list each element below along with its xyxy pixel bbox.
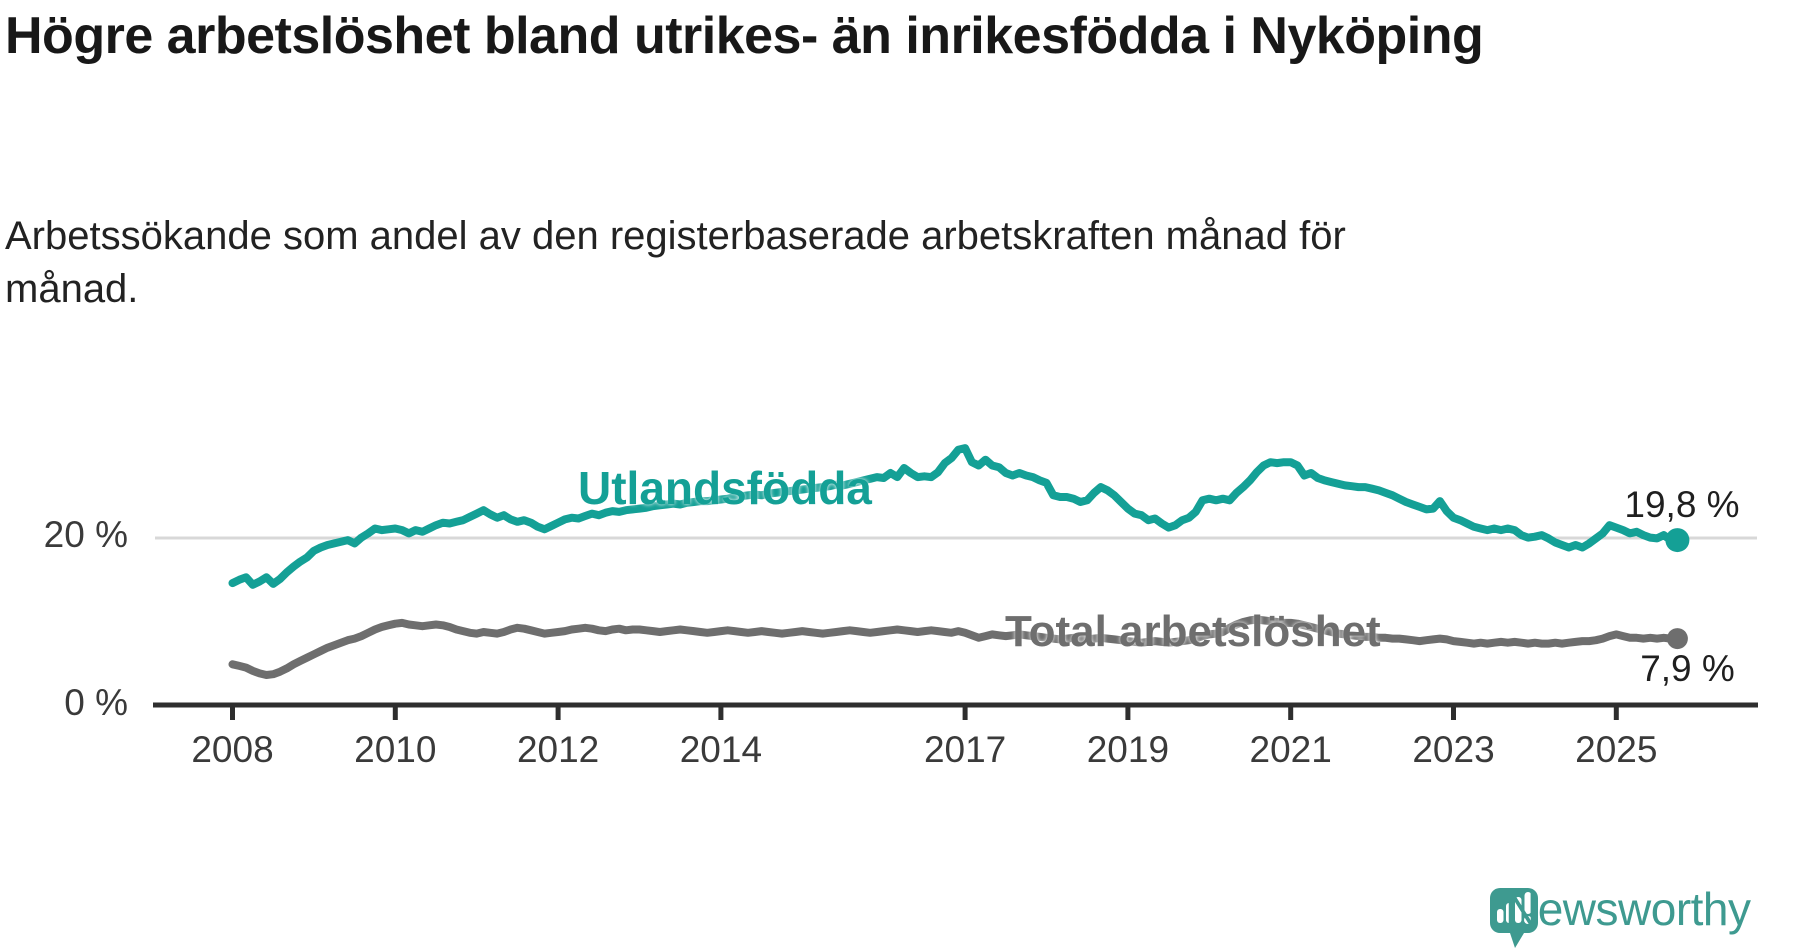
- newsworthy-logo-icon: [1490, 888, 1538, 948]
- y-axis-label-0: 0 %: [64, 682, 128, 723]
- chart-subtitle: Arbetssökande som andel av den registerb…: [5, 214, 1346, 311]
- end-value-label-total: 7,9 %: [1640, 648, 1735, 689]
- logo-exclamation-bar: [1524, 892, 1532, 914]
- newsworthy-brand: Newsworthy: [1488, 882, 1751, 936]
- brand-name: Newsworthy: [1505, 883, 1751, 935]
- x-axis-label-2025: 2025: [1575, 729, 1658, 770]
- logo-bar-3: [1515, 897, 1522, 923]
- end-value-label-utlandsfodda: 19,8 %: [1624, 484, 1740, 525]
- line-series-1: [228, 615, 1682, 679]
- x-axis-label-2008: 2008: [191, 729, 274, 770]
- series-layer: [228, 444, 1690, 679]
- end-dot-series-1: [1666, 628, 1688, 650]
- line-series-0: [228, 444, 1682, 589]
- series-label-utlandsfodda: Utlandsfödda: [578, 462, 872, 514]
- logo-exclamation-dot: [1524, 916, 1532, 924]
- x-axis-ticks: [230, 705, 1619, 720]
- x-axis-label-2021: 2021: [1249, 729, 1332, 770]
- x-axis-label-2014: 2014: [679, 729, 763, 770]
- y-axis-label-20: 20 %: [43, 514, 128, 555]
- x-axis-label-2012: 2012: [516, 729, 600, 770]
- logo-bar-2: [1506, 903, 1513, 923]
- x-axis-label-2017: 2017: [923, 729, 1007, 770]
- logo-bar-1: [1497, 909, 1504, 923]
- x-axis-label-2010: 2010: [354, 729, 437, 770]
- end-dot-series-0: [1665, 528, 1690, 553]
- x-axis-label-2019: 2019: [1086, 729, 1170, 770]
- page-title: Högre arbetslöshet bland utrikes- än inr…: [5, 7, 1484, 65]
- series-label-total: Total arbetslöshet: [1005, 607, 1381, 656]
- x-axis-label-2023: 2023: [1412, 729, 1495, 770]
